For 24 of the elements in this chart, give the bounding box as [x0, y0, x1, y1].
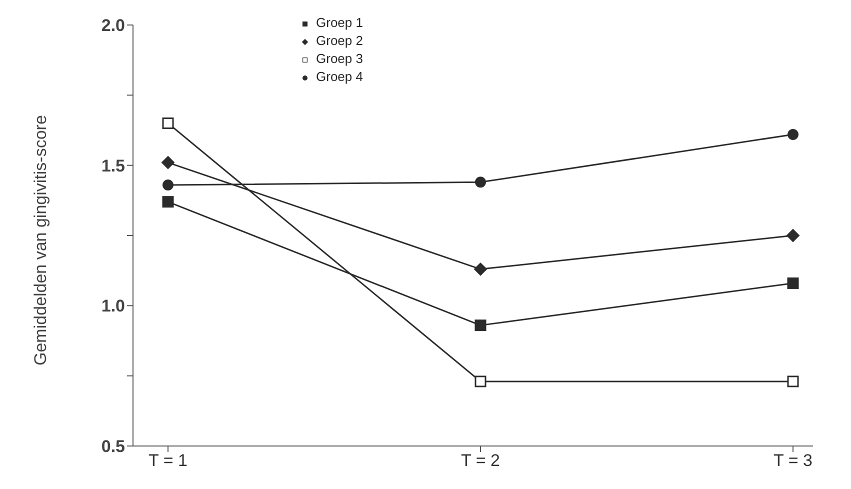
- point: [162, 196, 174, 208]
- y-tick-label: 1.0: [101, 296, 125, 316]
- y-axis-title: Gemiddelden van gingivitis-score: [31, 115, 50, 366]
- x-tick-label: T = 3: [774, 451, 812, 470]
- point: [474, 262, 487, 276]
- legend-label: Groep 4: [316, 69, 363, 84]
- point: [162, 156, 174, 170]
- legend-label: Groep 1: [316, 15, 363, 30]
- point: [787, 376, 799, 388]
- point: [162, 179, 174, 190]
- point: [786, 229, 800, 242]
- x-tick-label: T = 1: [148, 451, 188, 470]
- point: [788, 128, 798, 140]
- y-tick-label: 0.5: [101, 437, 125, 456]
- x-tick-label: T = 2: [461, 451, 500, 470]
- legend-label: Groep 3: [316, 51, 363, 66]
- point: [474, 376, 486, 388]
- y-tick-label: 2.0: [101, 16, 125, 36]
- point: [162, 117, 174, 129]
- y-tick-label: 1.5: [101, 156, 125, 176]
- legend-label: Groep 2: [316, 33, 363, 48]
- point: [475, 176, 486, 188]
- point: [787, 277, 799, 289]
- point: [474, 320, 486, 332]
